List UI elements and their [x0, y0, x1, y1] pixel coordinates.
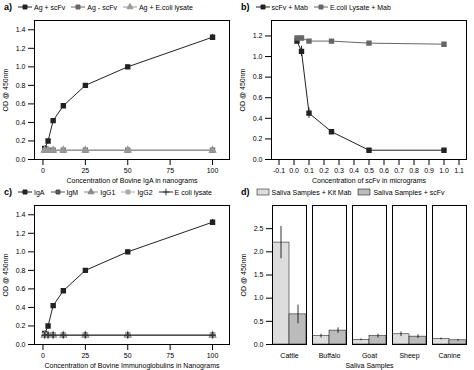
svg-text:0.8: 0.8: [253, 73, 263, 80]
html-text:Saliva Samples + scFv: Saliva Samples + scFv: [373, 188, 445, 196]
svg-text:0.7: 0.7: [394, 167, 404, 174]
svg-text:0.6: 0.6: [16, 285, 26, 292]
svg-text:2.0: 2.0: [254, 248, 264, 255]
svg-text:0.6: 0.6: [379, 167, 389, 174]
html-text:E.coli Lysate + Mab: E.coli Lysate + Mab: [329, 3, 391, 11]
svg-text:Concentration of Bovine Immuno: Concentration of Bovine Immunoglobulins …: [44, 362, 220, 370]
html-text:IgA: IgA: [34, 188, 45, 196]
svg-text:1.1: 1.1: [454, 167, 464, 174]
svg-text:1.0: 1.0: [16, 248, 26, 255]
svg-text:Canine: Canine: [438, 352, 460, 359]
html-text:b): b): [241, 2, 250, 12]
svg-text:0.5: 0.5: [364, 167, 374, 174]
svg-text:0.5: 0.5: [254, 318, 264, 325]
svg-text:OD @ 450nm: OD @ 450nm: [2, 68, 9, 111]
svg-text:0.4: 0.4: [349, 167, 359, 174]
html-text:Ag + E.coli lysate: Ag + E.coli lysate: [138, 3, 193, 11]
svg-text:1.2: 1.2: [16, 45, 26, 52]
svg-text:0.0: 0.0: [16, 156, 26, 163]
html-text:IgM: IgM: [66, 188, 79, 196]
svg-text:0.0: 0.0: [16, 341, 26, 348]
svg-text:1.5: 1.5: [254, 271, 264, 278]
svg-text:OD @ 450nm: OD @ 450nm: [239, 68, 246, 111]
html-text:d): d): [241, 187, 250, 197]
svg-text:OD @ 450nm: OD @ 450nm: [240, 253, 247, 296]
html-text:a): a): [4, 2, 12, 12]
svg-text:0.4: 0.4: [16, 119, 26, 126]
svg-text:0.2: 0.2: [16, 322, 26, 329]
svg-text:1.2: 1.2: [16, 230, 26, 237]
svg-text:1.4: 1.4: [16, 26, 26, 33]
svg-text:0.0: 0.0: [289, 167, 299, 174]
svg-text:25: 25: [81, 352, 89, 359]
svg-text:0.9: 0.9: [424, 167, 434, 174]
svg-text:OD @ 450nm: OD @ 450nm: [2, 253, 9, 296]
svg-text:0.0: 0.0: [253, 156, 263, 163]
svg-text:75: 75: [166, 352, 174, 359]
svg-text:0.6: 0.6: [16, 100, 26, 107]
svg-text:100: 100: [207, 352, 219, 359]
svg-text:0.6: 0.6: [253, 94, 263, 101]
svg-text:1.0: 1.0: [16, 63, 26, 70]
svg-text:100: 100: [207, 167, 219, 174]
html-text:E coli lysate: E coli lysate: [174, 188, 212, 196]
svg-text:0.1: 0.1: [304, 167, 314, 174]
svg-text:Cattle: Cattle: [280, 352, 298, 359]
svg-text:1.0: 1.0: [253, 53, 263, 60]
svg-text:0.0: 0.0: [254, 341, 264, 348]
svg-text:0.2: 0.2: [319, 167, 329, 174]
svg-text:1.0: 1.0: [439, 167, 449, 174]
svg-text:0.2: 0.2: [253, 135, 263, 142]
svg-text:0.8: 0.8: [16, 82, 26, 89]
svg-text:0.4: 0.4: [16, 304, 26, 311]
svg-text:2.5: 2.5: [254, 225, 264, 232]
html-text:c): c): [4, 187, 12, 197]
svg-text:Goat: Goat: [362, 352, 377, 359]
svg-text:0: 0: [41, 167, 45, 174]
html-text:IgG1: IgG1: [100, 188, 116, 196]
svg-text:0.8: 0.8: [16, 267, 26, 274]
svg-text:50: 50: [124, 352, 132, 359]
svg-text:0.3: 0.3: [334, 167, 344, 174]
svg-text:0.4: 0.4: [253, 115, 263, 122]
svg-text:50: 50: [124, 167, 132, 174]
svg-text:Concentration of scFv in micro: Concentration of scFv in micrograms: [312, 177, 426, 185]
svg-text:25: 25: [81, 167, 89, 174]
svg-text:1.2: 1.2: [253, 32, 263, 39]
svg-text:75: 75: [166, 167, 174, 174]
svg-text:1.0: 1.0: [254, 294, 264, 301]
svg-text:0.8: 0.8: [409, 167, 419, 174]
html-text:Saliva Samples + Kit Mab: Saliva Samples + Kit Mab: [271, 188, 352, 196]
svg-text:Concentration of Bovine IgA in: Concentration of Bovine IgA in nanograms: [66, 177, 198, 185]
svg-text:Buffalo: Buffalo: [319, 352, 341, 359]
html-text:Ag + scFv: Ag + scFv: [34, 3, 66, 11]
svg-text:1.4: 1.4: [16, 211, 26, 218]
svg-text:0: 0: [41, 352, 45, 359]
svg-text:Sheep: Sheep: [399, 352, 419, 360]
svg-text:0.2: 0.2: [16, 137, 26, 144]
html-text:Ag - scFv: Ag - scFv: [87, 3, 117, 11]
html-text:scFv + Mab: scFv + Mab: [271, 3, 308, 11]
html-text:IgG2: IgG2: [137, 188, 153, 196]
svg-text:Saliva Samples: Saliva Samples: [345, 362, 394, 370]
svg-text:-0.1: -0.1: [273, 167, 285, 174]
